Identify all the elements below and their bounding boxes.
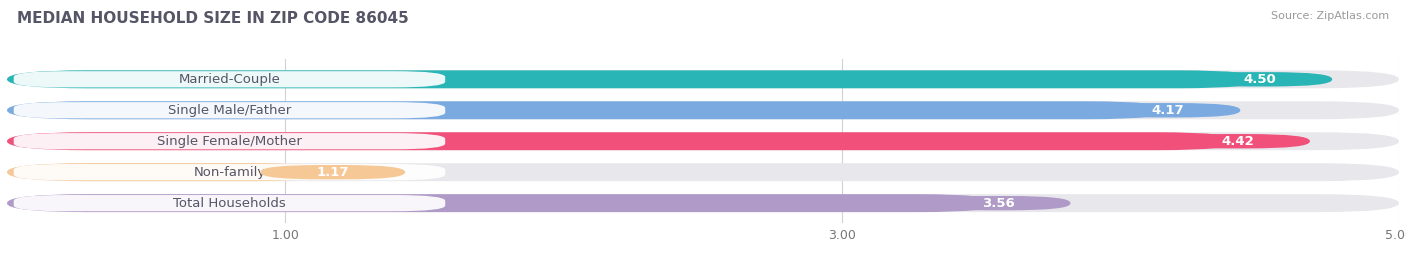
FancyBboxPatch shape: [1166, 134, 1310, 148]
FancyBboxPatch shape: [7, 163, 1399, 181]
FancyBboxPatch shape: [7, 101, 1168, 119]
Text: Single Male/Father: Single Male/Father: [167, 104, 291, 117]
Text: 4.42: 4.42: [1222, 135, 1254, 148]
FancyBboxPatch shape: [7, 132, 1237, 150]
Text: Single Female/Mother: Single Female/Mother: [157, 135, 302, 148]
FancyBboxPatch shape: [14, 102, 446, 118]
FancyBboxPatch shape: [14, 133, 446, 149]
Text: MEDIAN HOUSEHOLD SIZE IN ZIP CODE 86045: MEDIAN HOUSEHOLD SIZE IN ZIP CODE 86045: [17, 11, 409, 26]
FancyBboxPatch shape: [14, 71, 446, 87]
Text: Non-family: Non-family: [194, 166, 266, 179]
Text: Total Households: Total Households: [173, 197, 285, 210]
FancyBboxPatch shape: [7, 194, 1399, 212]
FancyBboxPatch shape: [7, 163, 333, 181]
Text: Married-Couple: Married-Couple: [179, 73, 280, 86]
Text: Source: ZipAtlas.com: Source: ZipAtlas.com: [1271, 11, 1389, 21]
Text: 1.17: 1.17: [316, 166, 349, 179]
FancyBboxPatch shape: [7, 132, 1399, 150]
FancyBboxPatch shape: [1095, 103, 1240, 118]
FancyBboxPatch shape: [14, 195, 446, 211]
FancyBboxPatch shape: [260, 165, 405, 179]
Text: 4.17: 4.17: [1152, 104, 1184, 117]
FancyBboxPatch shape: [14, 164, 446, 180]
FancyBboxPatch shape: [7, 101, 1399, 119]
FancyBboxPatch shape: [925, 196, 1070, 210]
Text: 3.56: 3.56: [981, 197, 1015, 210]
FancyBboxPatch shape: [7, 194, 998, 212]
FancyBboxPatch shape: [1188, 72, 1331, 87]
FancyBboxPatch shape: [7, 70, 1399, 88]
FancyBboxPatch shape: [7, 70, 1260, 88]
Text: 4.50: 4.50: [1243, 73, 1277, 86]
